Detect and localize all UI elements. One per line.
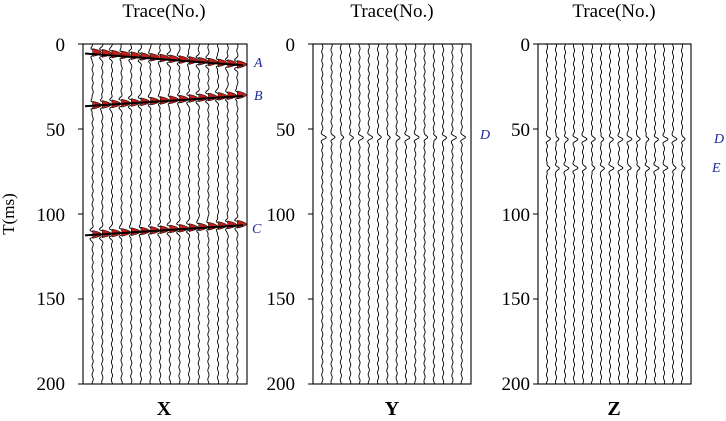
panel-z-trace: [626, 43, 633, 385]
panel-x-tick-100: 100: [37, 205, 66, 226]
panel-y-tick-0: 0: [286, 35, 296, 56]
panel-x-event-a-line: [84, 52, 244, 67]
panel-x-event-b-label: B: [254, 89, 263, 104]
panel-y-trace: [460, 43, 466, 385]
panel-x-trace: [233, 43, 248, 385]
panel-y-trace: [367, 43, 374, 385]
panel-x-trace: [127, 43, 142, 385]
panel-x-trace: [98, 43, 113, 385]
panel-y-event-d-label: D: [479, 128, 490, 143]
panel-x-event-a-label: A: [253, 56, 263, 71]
panel-x-trace: [224, 43, 238, 385]
panel-z-event-e-label: E: [711, 161, 721, 176]
panel-z-trace: [653, 43, 660, 385]
panel-x-event-c-line: [84, 224, 244, 237]
panel-z-tick-150: 150: [502, 289, 531, 310]
panel-y-trace: [320, 43, 327, 385]
panel-z-event-d-label: D: [713, 132, 724, 147]
panel-x-event-b-line: [84, 95, 244, 108]
panel-y-trace: [413, 43, 420, 385]
panel-x-title: Trace(No.): [122, 1, 205, 22]
panel-x-tick-200: 200: [37, 374, 66, 395]
panel-x: Trace(No.) 0 50 100 150 200 X A B C: [37, 1, 264, 420]
panel-y-trace: [339, 43, 345, 385]
panel-y-tick-100: 100: [267, 205, 296, 226]
panel-x-trace: [118, 43, 132, 385]
panel-x-trace: [157, 43, 170, 385]
panel-y-trace: [330, 43, 336, 385]
panel-x-trace: [137, 43, 151, 385]
panel-y-title: Trace(No.): [350, 1, 433, 22]
panel-z: Trace(No.) 0 50 100 150 200 Z D E: [502, 1, 725, 420]
panel-z-tick-50: 50: [511, 120, 530, 141]
panel-z-tick-100: 100: [502, 205, 531, 226]
panel-y-trace: [376, 43, 382, 385]
panel-y-tick-200: 200: [267, 374, 296, 395]
panel-z-trace: [608, 43, 615, 385]
panel-z-trace: [599, 43, 605, 385]
panel-y-trace: [450, 43, 457, 385]
panel-z-trace: [635, 43, 641, 385]
panel-z-tick-200: 200: [502, 374, 531, 395]
panel-y-trace: [441, 43, 448, 385]
panel-z-trace: [644, 43, 650, 385]
panel-y-trace: [357, 43, 364, 385]
panel-z-component-label: Z: [607, 398, 620, 420]
panel-x-wavelet: [237, 90, 247, 100]
panel-y-tick-150: 150: [267, 289, 296, 310]
y-axis-label: T(ms): [0, 193, 18, 235]
panel-z-trace: [617, 43, 624, 385]
panel-x-trace: [205, 43, 219, 385]
panel-z-trace: [671, 43, 678, 385]
panel-y-tick-50: 50: [276, 120, 295, 141]
panel-y-trace: [423, 43, 429, 385]
panel-z-trace: [572, 43, 579, 385]
panel-x-tick-150: 150: [37, 289, 66, 310]
panel-x-wavelet: [179, 55, 189, 64]
panel-x-trace: [108, 43, 123, 385]
panel-z-trace: [563, 43, 570, 385]
panel-z-trace: [545, 43, 552, 385]
panel-x-trace: [215, 43, 228, 385]
panel-y-trace: [386, 43, 391, 385]
panel-y-trace: [404, 43, 411, 385]
panel-y: Trace(No.) 0 50 100 150 200 Y D: [267, 1, 491, 420]
panel-x-component-label: X: [157, 398, 172, 420]
panel-x-tick-0: 0: [56, 35, 66, 56]
panel-y-trace: [349, 43, 354, 385]
panel-y-trace: [395, 43, 401, 385]
panel-x-trace: [147, 43, 161, 385]
panel-x-tick-50: 50: [46, 120, 65, 141]
panel-z-trace: [662, 43, 669, 385]
panel-z-tick-0: 0: [521, 35, 531, 56]
panel-z-frame: [537, 43, 692, 385]
panel-x-trace: [89, 43, 103, 385]
panel-z-trace: [554, 43, 560, 385]
panel-y-frame: [312, 43, 472, 385]
panel-x-event-c-label: C: [252, 222, 262, 237]
panel-z-trace: [680, 43, 686, 385]
panel-y-component-label: Y: [385, 398, 400, 420]
panel-z-trace: [590, 43, 596, 385]
panel-z-trace: [581, 43, 588, 385]
panel-z-title: Trace(No.): [572, 1, 655, 22]
panel-x-wavelet: [237, 219, 247, 229]
panel-y-trace: [432, 43, 438, 385]
